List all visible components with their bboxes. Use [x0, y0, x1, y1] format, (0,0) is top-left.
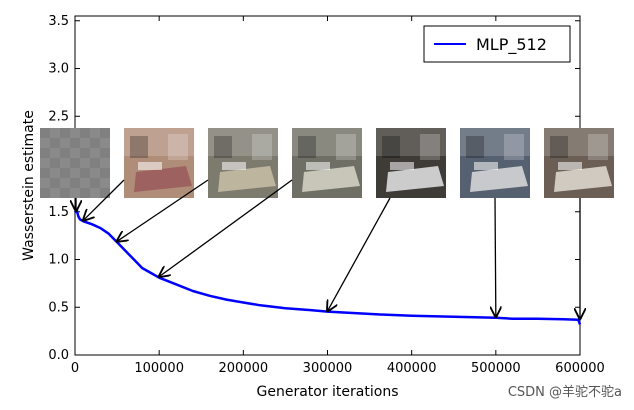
bedroom-sample-4: [376, 128, 446, 198]
x-tick-label: 600000: [555, 361, 605, 376]
bedroom-sample-6: [544, 128, 614, 198]
y-tick-label: 3.5: [48, 14, 69, 29]
annotation-arrow: [117, 179, 209, 241]
annotation-arrow: [328, 197, 391, 311]
legend: MLP_512: [423, 25, 571, 63]
y-tick-label: 3.0: [48, 62, 69, 77]
x-tick-label: 200000: [219, 361, 269, 376]
x-axis-label: Generator iterations: [257, 384, 399, 400]
y-tick-label: 2.5: [48, 109, 69, 124]
annotation-arrows: [76, 179, 580, 319]
y-tick-label: 1.5: [48, 205, 69, 220]
annotation-arrow: [83, 179, 125, 220]
x-axis-ticks: 0 100000 200000 300000 400000 500000 600000: [71, 16, 605, 376]
bedroom-sample-3: [292, 128, 362, 198]
x-tick-label: 400000: [387, 361, 437, 376]
annotation-arrow: [495, 197, 496, 317]
series-line-mlp-512: [73, 208, 582, 325]
x-tick-label: 500000: [471, 361, 521, 376]
legend-label: MLP_512: [476, 35, 547, 55]
bedroom-sample-1: [124, 128, 194, 198]
bedroom-sample-5: [460, 128, 530, 198]
watermark: CSDN @羊驼不驼a: [508, 384, 622, 400]
sample-images: [40, 128, 614, 198]
bedroom-sample-2: [208, 128, 278, 198]
y-tick-label: 0.0: [48, 348, 69, 363]
y-tick-label: 1.0: [48, 253, 69, 268]
x-tick-label: 0: [71, 361, 79, 376]
annotation-arrow: [159, 179, 293, 277]
x-tick-label: 100000: [134, 361, 184, 376]
x-tick-label: 300000: [303, 361, 353, 376]
y-tick-label: 0.5: [48, 300, 69, 315]
noise-sample: [40, 128, 110, 198]
y-axis-label: Wasserstein estimate: [21, 110, 37, 261]
